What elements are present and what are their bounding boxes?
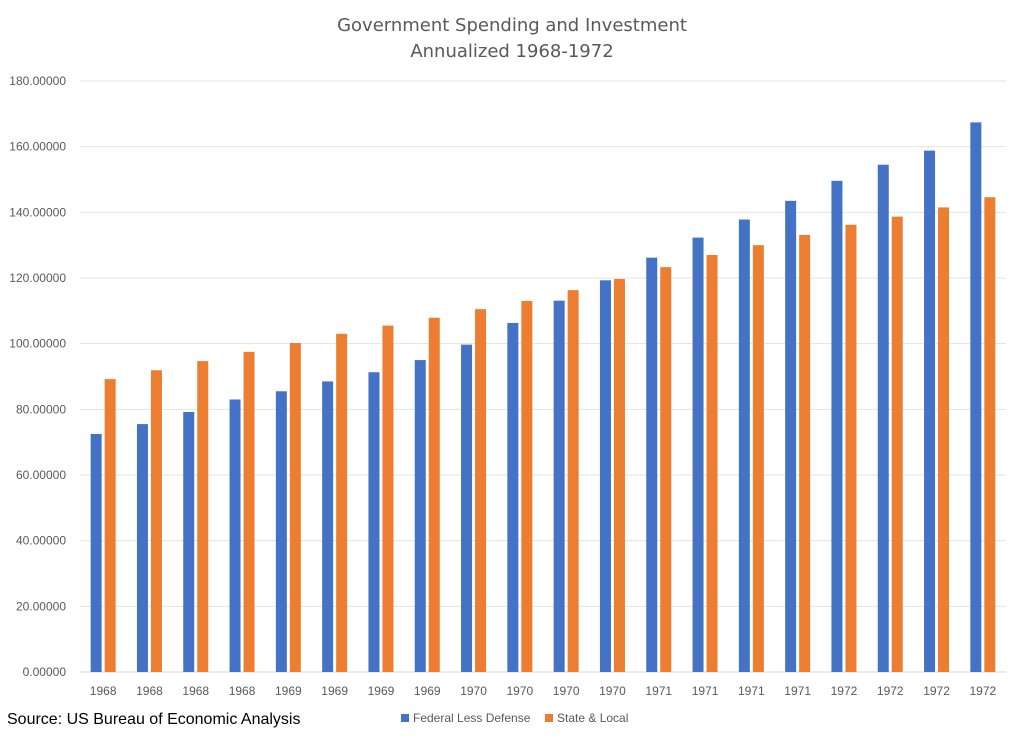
bar-state-local	[197, 361, 209, 672]
bar-federal-less-defense	[692, 237, 704, 673]
bar-state-local	[521, 300, 533, 672]
legend: Federal Less Defense State & Local	[401, 711, 628, 725]
bar-state-local	[567, 290, 579, 672]
x-tick-label: 1971	[784, 684, 811, 698]
x-tick-label: 1972	[923, 684, 950, 698]
legend-label-state: State & Local	[557, 711, 628, 725]
chart-subtitle: Annualized 1968-1972	[410, 41, 613, 62]
bar-federal-less-defense	[970, 122, 982, 673]
bar-federal-less-defense	[738, 219, 750, 672]
bar-state-local	[845, 224, 857, 672]
x-tick-label: 1971	[738, 684, 765, 698]
bar-federal-less-defense	[831, 180, 843, 672]
x-tick-label: 1968	[136, 684, 163, 698]
bar-state-local	[475, 309, 487, 672]
bar-federal-less-defense	[461, 344, 473, 672]
bar-state-local	[752, 245, 764, 672]
source-note: Source: US Bureau of Economic Analysis	[7, 711, 301, 728]
chart-title: Government Spending and Investment	[337, 15, 687, 36]
bar-state-local	[799, 234, 811, 672]
bar-federal-less-defense	[183, 411, 195, 672]
x-tick-label: 1970	[553, 684, 580, 698]
legend-label-federal: Federal Less Defense	[413, 711, 531, 725]
bar-federal-less-defense	[322, 381, 334, 672]
bar-state-local	[984, 197, 996, 673]
y-tick-label: 160.00000	[9, 140, 66, 154]
bar-federal-less-defense	[90, 433, 102, 672]
bar-state-local	[150, 370, 162, 672]
bar-state-local	[104, 379, 116, 672]
x-tick-label: 1970	[506, 684, 533, 698]
bar-state-local	[706, 255, 718, 672]
bar-federal-less-defense	[924, 150, 936, 672]
x-tick-label: 1972	[831, 684, 858, 698]
y-tick-label: 20.00000	[16, 599, 66, 613]
x-tick-label: 1968	[229, 684, 256, 698]
bar-federal-less-defense	[646, 257, 658, 672]
y-tick-label: 0.00000	[23, 665, 67, 679]
bar-federal-less-defense	[507, 322, 519, 672]
bar-federal-less-defense	[599, 280, 611, 672]
x-tick-label: 1969	[275, 684, 302, 698]
x-tick-label: 1970	[599, 684, 626, 698]
legend-swatch-federal	[401, 714, 409, 722]
x-tick-label: 1969	[414, 684, 441, 698]
bar-state-local	[243, 351, 255, 672]
y-tick-label: 180.00000	[9, 74, 66, 88]
x-tick-label: 1969	[368, 684, 395, 698]
bar-federal-less-defense	[877, 164, 889, 672]
gridlines	[80, 80, 1006, 673]
y-tick-label: 120.00000	[9, 271, 66, 285]
legend-swatch-state	[545, 714, 553, 722]
bar-federal-less-defense	[414, 360, 426, 672]
x-tick-label: 1969	[321, 684, 348, 698]
bar-state-local	[336, 333, 348, 672]
x-axis-ticks: 1968 1968 1968 1968 1969 1969 1969 1969 1970 1970…	[90, 684, 997, 698]
bar-federal-less-defense	[275, 391, 287, 672]
x-tick-label: 1971	[692, 684, 719, 698]
x-tick-label: 1972	[877, 684, 904, 698]
bar-federal-less-defense	[368, 372, 380, 672]
bar-state-local	[428, 317, 440, 672]
bar-state-local	[938, 207, 950, 673]
x-tick-label: 1971	[645, 684, 672, 698]
bar-state-local	[660, 267, 672, 672]
y-axis-ticks: 0.00000 20.00000 40.00000 60.00000 80.00000 1…	[9, 74, 66, 679]
x-tick-label: 1970	[460, 684, 487, 698]
bar-state-local	[289, 343, 301, 672]
bar-federal-less-defense	[229, 399, 241, 672]
bar-state-local	[891, 216, 903, 672]
y-tick-label: 60.00000	[16, 468, 66, 482]
y-tick-label: 40.00000	[16, 534, 66, 548]
y-tick-label: 80.00000	[16, 402, 66, 416]
y-tick-label: 100.00000	[9, 337, 66, 351]
bar-state-local	[613, 278, 625, 672]
x-tick-label: 1972	[969, 684, 996, 698]
bar-federal-less-defense	[553, 300, 565, 672]
x-tick-label: 1968	[90, 684, 117, 698]
bars	[90, 122, 996, 673]
bar-federal-less-defense	[785, 200, 797, 672]
y-tick-label: 140.00000	[9, 205, 66, 219]
x-tick-label: 1968	[182, 684, 209, 698]
bar-federal-less-defense	[136, 424, 148, 672]
bar-state-local	[382, 325, 394, 672]
